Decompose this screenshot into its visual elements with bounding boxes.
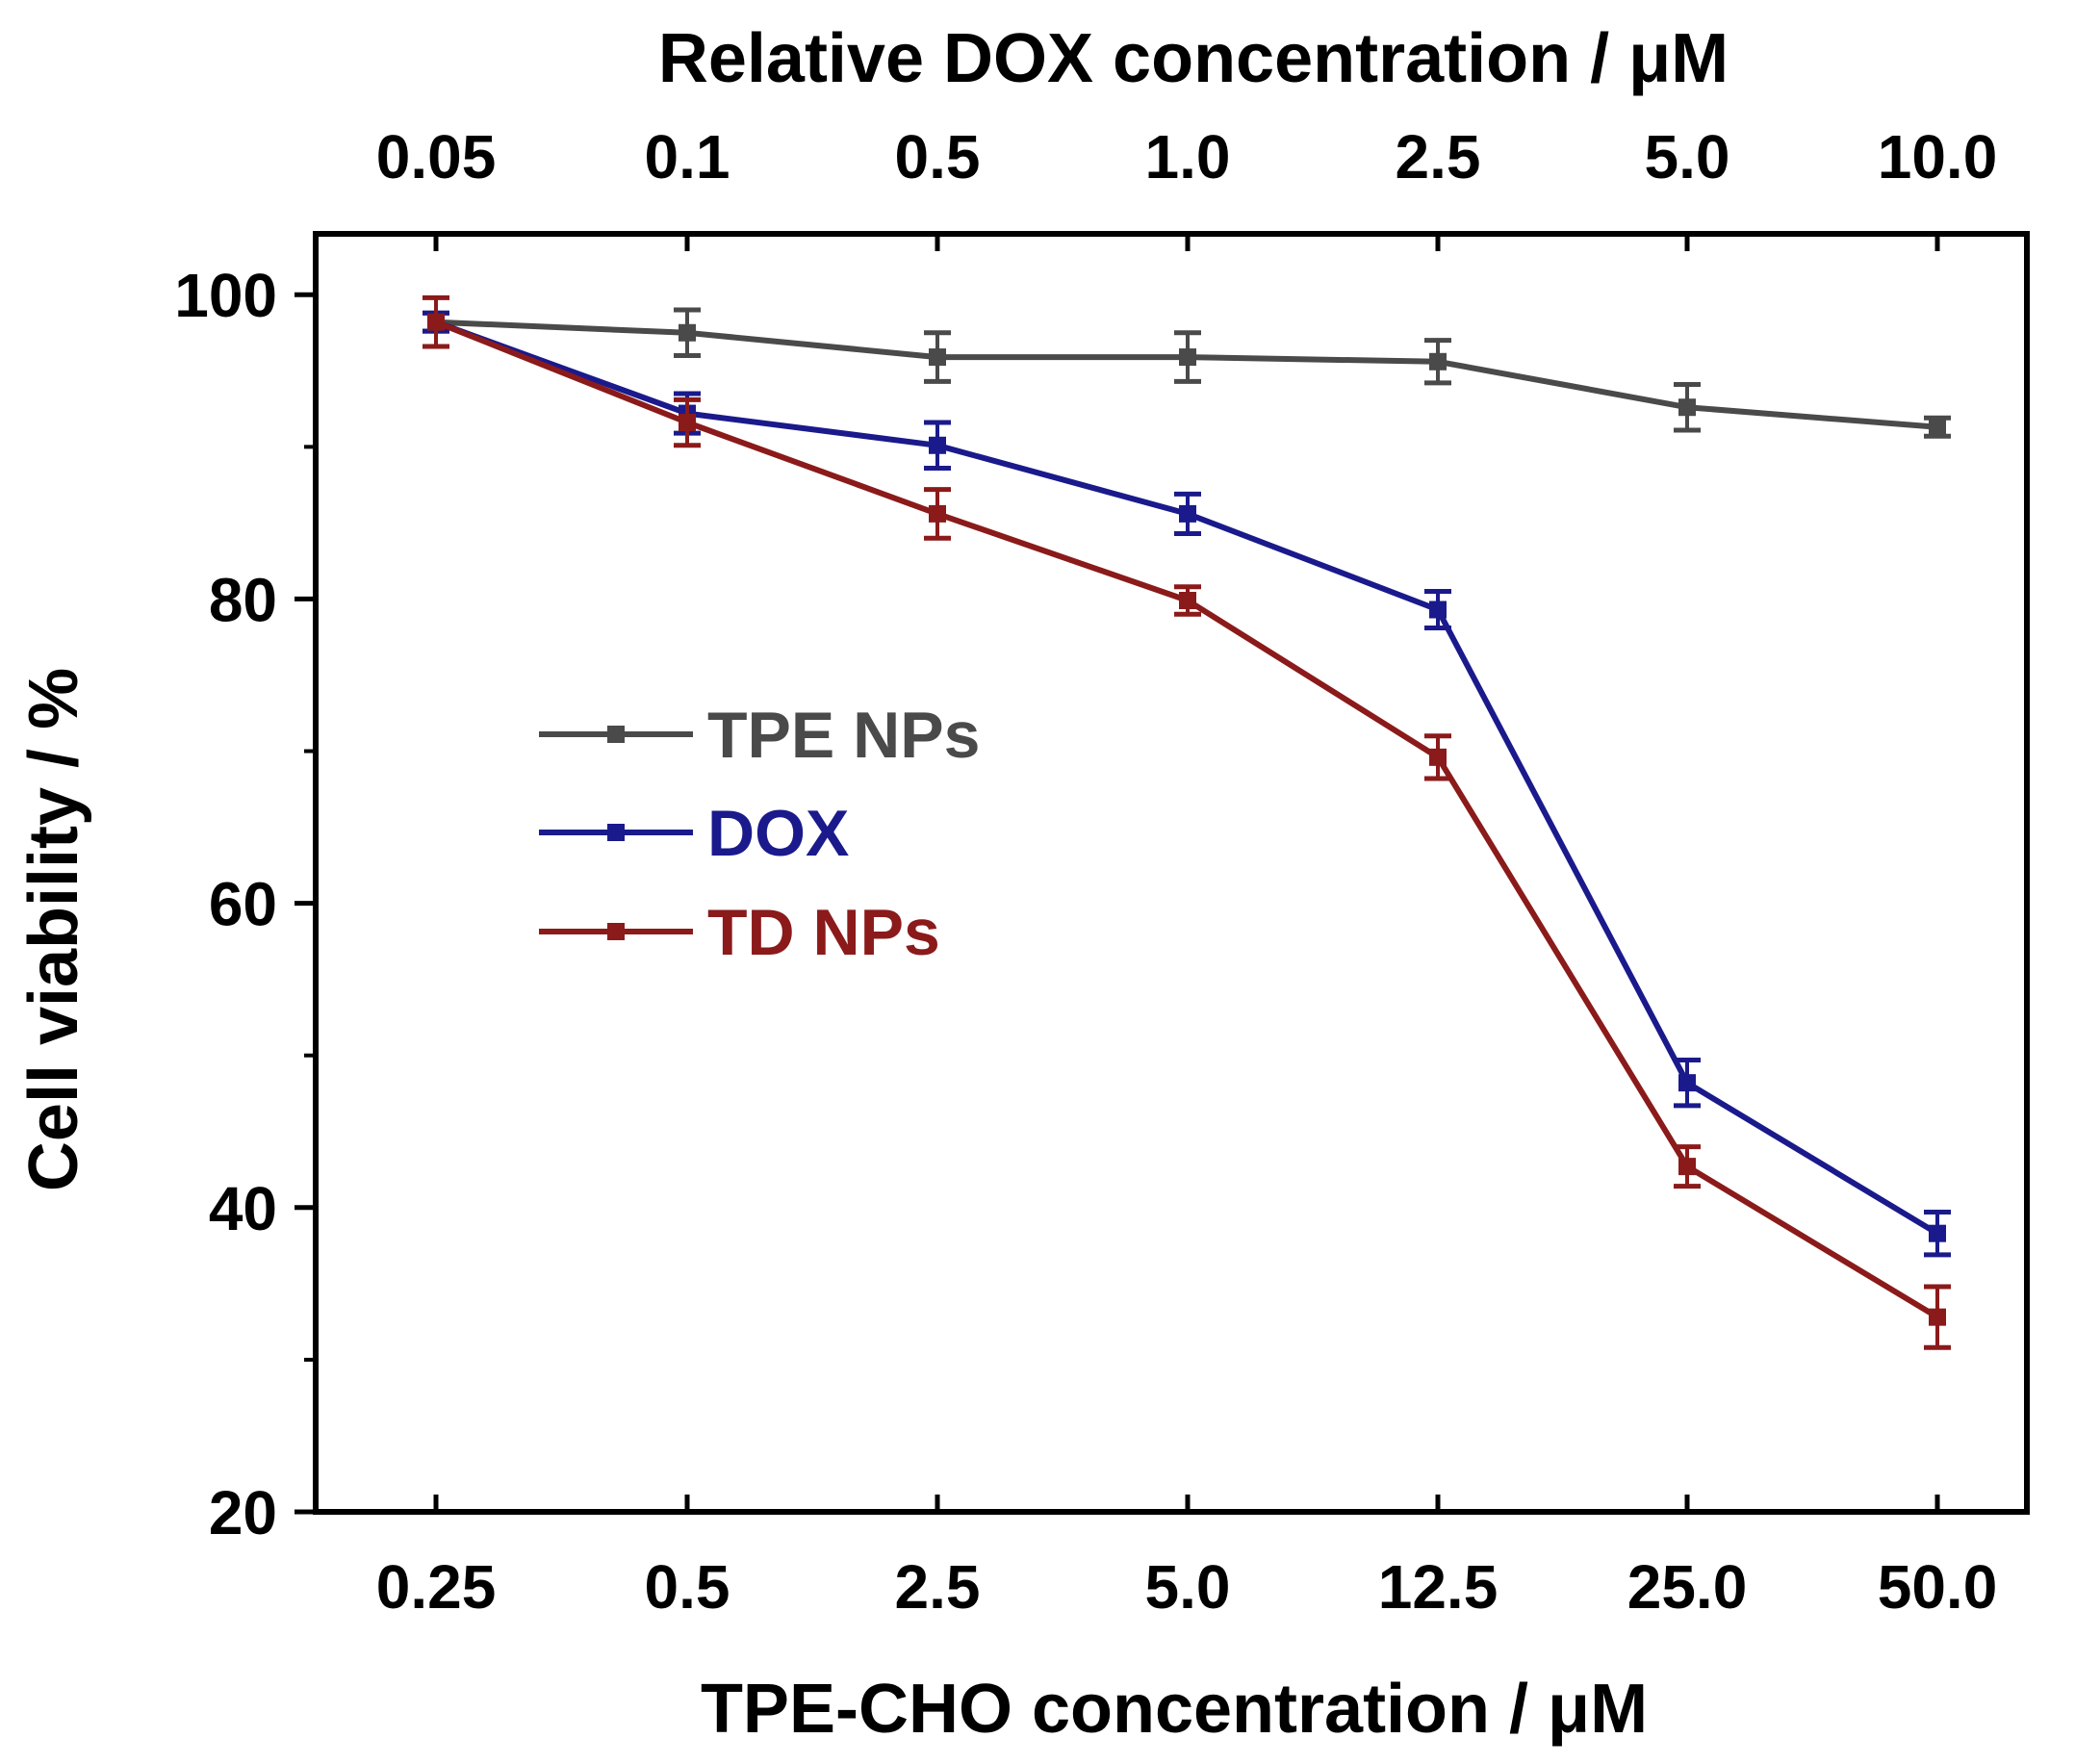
x2-tick-label: 10.0 xyxy=(1878,122,1998,192)
series-line xyxy=(434,319,1939,1320)
x2-tick-label: 1.0 xyxy=(1145,122,1231,192)
data-point xyxy=(1429,352,1447,371)
x2-tick-label: 0.5 xyxy=(895,122,981,192)
data-point xyxy=(929,504,946,523)
bottom-axis-title: TPE-CHO concentration / μM xyxy=(701,1671,1648,1748)
legend-label: TD NPs xyxy=(707,896,940,969)
data-point xyxy=(1429,748,1447,766)
legend-label: TPE NPs xyxy=(707,699,980,772)
data-point xyxy=(427,313,445,331)
x-tick-label: 2.5 xyxy=(895,1552,981,1622)
legend-label: DOX xyxy=(707,797,849,870)
y-tick-label: 20 xyxy=(209,1478,277,1547)
data-point xyxy=(1929,1224,1946,1242)
x2-tick-label: 0.1 xyxy=(645,122,730,192)
x2-tick-label: 5.0 xyxy=(1645,122,1730,192)
data-point xyxy=(679,323,696,342)
x-tick-label: 12.5 xyxy=(1378,1552,1499,1622)
x-tick-label: 0.25 xyxy=(376,1552,497,1622)
legend-marker xyxy=(607,923,625,940)
y-axis-title: Cell viability / % xyxy=(15,668,92,1191)
y-tick-label: 80 xyxy=(209,565,277,634)
data-point xyxy=(1929,418,1946,436)
x-tick-label: 0.5 xyxy=(645,1552,730,1622)
series-td-nps xyxy=(423,294,1951,1350)
data-point xyxy=(1929,1308,1946,1326)
data-point xyxy=(1429,601,1447,619)
y-tick-label: 60 xyxy=(209,870,277,939)
data-point xyxy=(929,348,946,367)
x2-tick-label: 2.5 xyxy=(1396,122,1481,192)
top-axis-title: Relative DOX concentration / μM xyxy=(658,20,1729,97)
data-point xyxy=(1678,398,1696,417)
data-point xyxy=(1179,592,1196,610)
x-tick-label: 5.0 xyxy=(1145,1552,1231,1622)
data-point xyxy=(1179,504,1196,523)
legend-marker xyxy=(607,824,625,841)
data-point xyxy=(929,436,946,454)
data-point xyxy=(1179,348,1196,367)
y-tick-label: 100 xyxy=(174,261,277,330)
legend-marker xyxy=(607,726,625,743)
data-point xyxy=(1678,1158,1696,1176)
plot-frame xyxy=(313,231,2030,1515)
series-dox xyxy=(423,310,1951,1258)
x-tick-label: 25.0 xyxy=(1627,1552,1748,1622)
y-tick-label: 40 xyxy=(209,1174,277,1243)
series-tpe-nps xyxy=(423,307,1951,439)
data-point xyxy=(1678,1074,1696,1092)
series-line xyxy=(434,319,1939,1237)
x2-tick-label: 0.05 xyxy=(376,122,497,192)
data-point xyxy=(679,414,696,432)
x-tick-label: 50.0 xyxy=(1878,1552,1998,1622)
